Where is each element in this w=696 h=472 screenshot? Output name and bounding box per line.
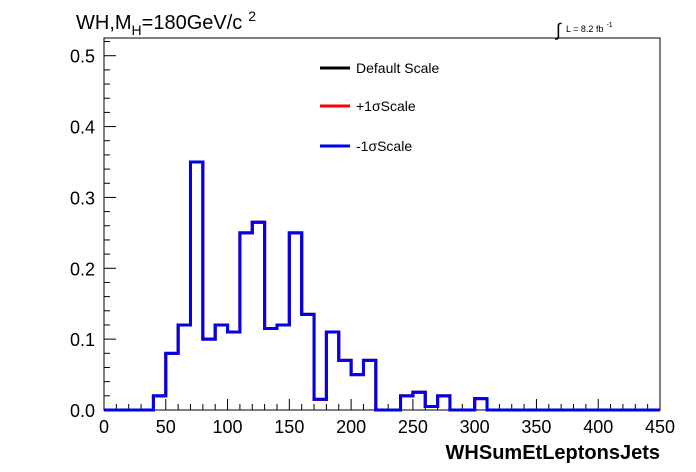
chart-title-subscript: H [132,22,142,38]
lumi-integral-symbol: ∫ [554,20,562,40]
x-tick-label: 150 [274,417,304,437]
x-tick-label: 50 [156,417,176,437]
axes: 0 50 100 150 200 250 300 350 400 450 0.0 0.1 0.2 0.3 0… [70,41,675,437]
x-axis-title: WHSumEtLeptonsJets [446,442,660,464]
x-tick-label: 350 [521,417,551,437]
x-tick-label: 450 [645,417,675,437]
x-tick-label: 400 [583,417,613,437]
chart-title-rest: =180GeV/c [142,12,243,34]
y-tick-label: 0.5 [70,47,95,67]
x-tick-label: 100 [213,417,243,437]
legend-label: Default Scale [356,60,439,76]
legend-label: +1σScale [356,98,416,114]
series-layer [104,160,660,412]
chart-title: WH,MH=180GeV/c 2 [76,8,256,38]
x-tick-label: 250 [398,417,428,437]
lumi-superscript: -1 [606,22,612,29]
x-tick-label: 200 [336,417,366,437]
y-tick-label: 0.4 [70,118,95,138]
y-tick-label: 0.1 [70,330,95,350]
x-tick-label: 300 [460,417,490,437]
lumi-label: L = 8.2 fb -1 [566,22,613,34]
chart-title-main: WH,M [76,12,132,34]
chart-title-superscript: 2 [248,8,256,24]
y-tick-label: 0.0 [70,401,95,421]
legend-label: -1σScale [356,138,412,154]
lumi-text: L = 8.2 fb [566,24,603,34]
series-line-2 [104,160,660,412]
x-tick-label: 0 [99,417,109,437]
y-tick-label: 0.2 [70,259,95,279]
legend: Default Scale +1σScale -1σScale [320,60,439,154]
y-tick-label: 0.3 [70,188,95,208]
